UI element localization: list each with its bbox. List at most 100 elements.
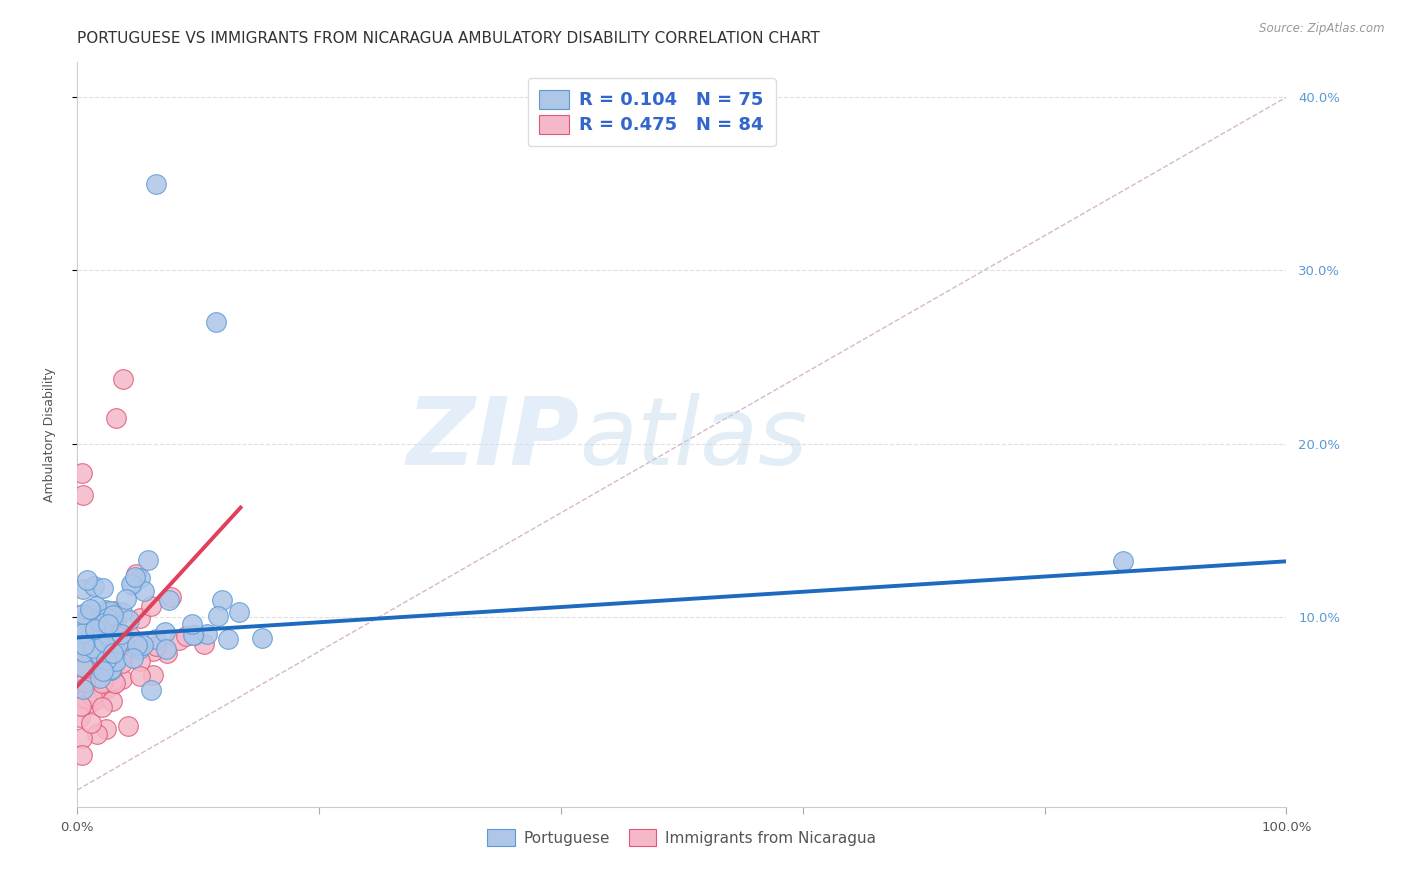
Point [79, 614, 101, 628]
Point [73, 635, 96, 649]
Point [111, 672, 134, 686]
Point [155, 642, 177, 657]
Point [87, 615, 110, 629]
Point [94, 629, 117, 643]
Point [174, 629, 197, 643]
Point [93, 661, 115, 675]
Point [228, 605, 250, 619]
Point [145, 177, 167, 191]
Point [69, 676, 91, 690]
Point [145, 640, 167, 654]
Point [69, 608, 91, 623]
Point [87, 670, 110, 684]
Point [84, 622, 107, 636]
Point [183, 628, 205, 642]
Point [75, 691, 97, 706]
Point [82, 641, 104, 656]
Point [94, 722, 117, 736]
Point [104, 676, 127, 690]
Point [104, 604, 127, 618]
Point [75, 646, 97, 660]
Text: PORTUGUESE VS IMMIGRANTS FROM NICARAGUA AMBULATORY DISABILITY CORRELATION CHART: PORTUGUESE VS IMMIGRANTS FROM NICARAGUA … [77, 31, 820, 46]
Point [82, 636, 104, 650]
Point [69, 647, 91, 661]
Point [70, 731, 93, 745]
Point [98, 605, 121, 619]
Point [128, 669, 150, 683]
Point [90, 676, 112, 690]
Point [134, 583, 156, 598]
Point [77, 616, 100, 631]
Point [128, 571, 150, 585]
Point [70, 657, 93, 672]
Point [69, 710, 91, 724]
Point [73, 647, 96, 661]
Point [250, 631, 273, 645]
Point [97, 638, 120, 652]
Point [91, 665, 114, 679]
Point [121, 635, 143, 649]
Point [75, 675, 97, 690]
Point [70, 466, 93, 480]
Point [103, 673, 125, 688]
Point [193, 636, 215, 650]
Point [82, 633, 104, 648]
Point [80, 690, 103, 704]
Point [1112, 554, 1135, 568]
Point [72, 638, 94, 652]
Point [211, 592, 233, 607]
Point [72, 626, 94, 640]
Point [112, 372, 135, 386]
Point [104, 654, 127, 668]
Point [73, 645, 96, 659]
Point [111, 648, 134, 662]
Point [89, 623, 111, 637]
Point [90, 646, 112, 660]
Point [87, 645, 110, 659]
Point [69, 640, 91, 655]
Point [69, 659, 91, 673]
Point [105, 410, 128, 425]
Point [124, 570, 146, 584]
Point [101, 607, 124, 622]
Point [72, 659, 94, 673]
Point [69, 644, 91, 658]
Point [96, 653, 118, 667]
Y-axis label: Ambulatory Disability: Ambulatory Disability [44, 368, 56, 502]
Point [77, 609, 100, 624]
Point [72, 607, 94, 621]
Point [217, 632, 239, 647]
Point [139, 683, 162, 698]
Point [69, 642, 91, 657]
Point [89, 626, 111, 640]
Point [101, 634, 124, 648]
Point [145, 632, 167, 647]
Point [136, 553, 159, 567]
Point [72, 682, 94, 697]
Point [93, 616, 115, 631]
Point [103, 646, 125, 660]
Point [100, 678, 122, 692]
Text: ZIP: ZIP [406, 392, 579, 484]
Point [72, 747, 94, 762]
Point [75, 661, 97, 675]
Point [129, 654, 152, 668]
Point [80, 716, 103, 731]
Point [75, 648, 97, 663]
Point [72, 621, 94, 635]
Point [93, 635, 115, 649]
Point [97, 628, 120, 642]
Point [72, 582, 94, 596]
Text: Source: ZipAtlas.com: Source: ZipAtlas.com [1260, 22, 1385, 36]
Point [205, 315, 228, 329]
Point [91, 673, 114, 688]
Point [180, 617, 202, 632]
Point [96, 603, 118, 617]
Point [69, 665, 91, 679]
Point [160, 591, 183, 605]
Point [77, 687, 100, 701]
Point [69, 666, 91, 681]
Point [89, 647, 111, 661]
Point [141, 599, 163, 614]
Point [142, 644, 165, 658]
